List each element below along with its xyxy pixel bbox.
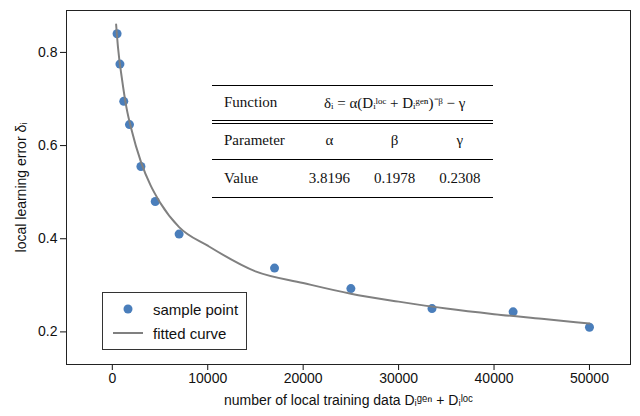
- svg-text:40000: 40000: [475, 370, 514, 386]
- svg-text:0.4: 0.4: [38, 230, 58, 246]
- svg-text:number of local training data: number of local training data Dᵢᵍᵉⁿ + Dᵢ…: [224, 392, 473, 408]
- svg-text:20000: 20000: [284, 370, 323, 386]
- html-text:α: α: [325, 132, 334, 148]
- svg-text:0.8: 0.8: [38, 44, 58, 60]
- svg-text:0: 0: [108, 370, 116, 386]
- svg-text:local learning error δᵢ: local learning error δᵢ: [13, 123, 29, 253]
- svg-text:30000: 30000: [379, 370, 418, 386]
- svg-text:0.6: 0.6: [38, 137, 58, 153]
- html-text:δᵢ = α(Dᵢˡᵒᶜ + Dᵢᵍᵉⁿ)⁻ᵝ − γ: δᵢ = α(Dᵢˡᵒᶜ + Dᵢᵍᵉⁿ)⁻ᵝ − γ: [324, 95, 466, 111]
- html-text:fitted curve: fitted curve: [153, 324, 227, 342]
- html-text:γ: γ: [456, 132, 464, 148]
- html-text:0.1978: 0.1978: [374, 170, 416, 186]
- html-text:Parameter: Parameter: [224, 132, 285, 148]
- svg-text:10000: 10000: [188, 370, 227, 386]
- html-text:Value: Value: [224, 170, 259, 186]
- html-text:β: β: [390, 132, 399, 148]
- html-text:3.8196: 3.8196: [308, 170, 351, 186]
- html-text:sample point: sample point: [153, 300, 239, 318]
- svg-text:0.2: 0.2: [38, 323, 58, 339]
- html-text:Function: Function: [224, 93, 278, 110]
- svg-text:50000: 50000: [570, 370, 609, 386]
- html-text:0.2308: 0.2308: [439, 170, 481, 186]
